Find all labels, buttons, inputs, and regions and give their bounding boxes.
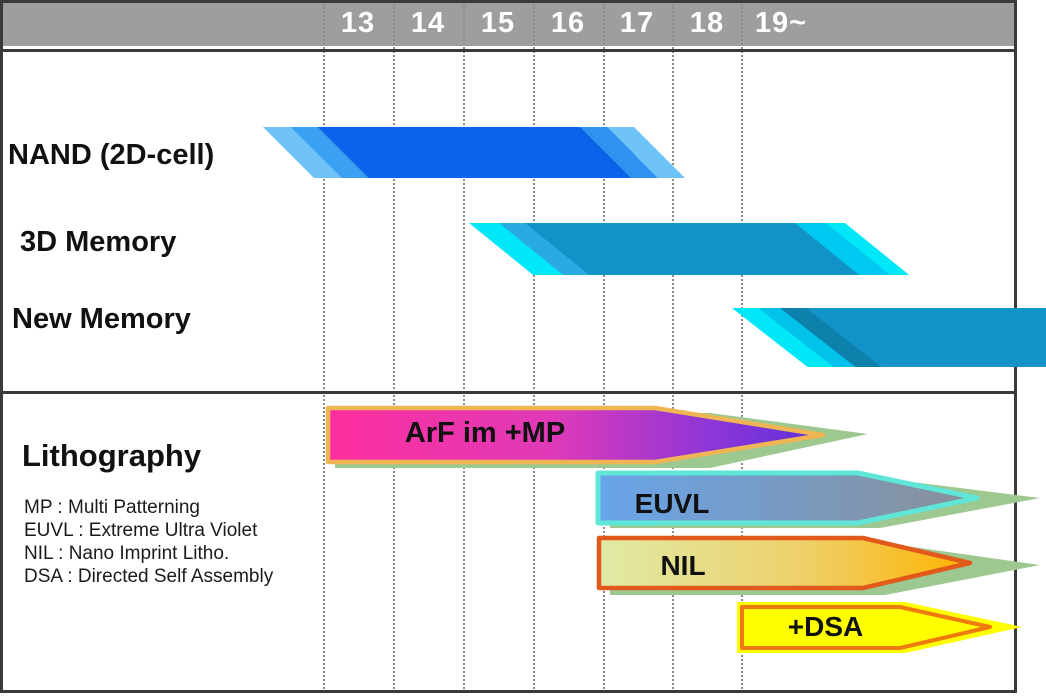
euvl-arrow-body bbox=[595, 470, 980, 526]
arf-arrow-body bbox=[325, 405, 826, 465]
nil-arrow-body bbox=[596, 535, 973, 591]
row-label-nand-2d: NAND (2D-cell) bbox=[8, 139, 215, 171]
year-gridline-17 bbox=[603, 4, 605, 689]
year-gridline-13 bbox=[323, 4, 325, 689]
year-label-15: 15 bbox=[480, 7, 516, 39]
euvl-arrow-label: EUVL bbox=[634, 488, 710, 519]
year-gridline-19 bbox=[741, 4, 743, 689]
year-label-14: 14 bbox=[410, 7, 446, 39]
nand-2d-bar bbox=[263, 127, 685, 178]
dsa-arrow-body bbox=[740, 605, 992, 650]
year-label-17: 17 bbox=[619, 7, 655, 39]
lithography-title: Lithography bbox=[22, 438, 202, 473]
euvl-arrow bbox=[595, 470, 1040, 528]
year-header-band bbox=[3, 3, 1014, 46]
abbreviation-legend: MP : Multi Patterning EUVL : Extreme Ult… bbox=[24, 496, 273, 588]
dsa-arrow bbox=[737, 602, 1022, 653]
year-label-19: 19~ bbox=[754, 7, 808, 39]
arf-arrow-label: ArF im +MP bbox=[404, 417, 566, 449]
arf-arrow bbox=[325, 405, 868, 468]
year-label-13: 13 bbox=[340, 7, 376, 39]
row-label-3d-memory: 3D Memory bbox=[20, 226, 177, 258]
year-label-18: 18 bbox=[689, 7, 725, 39]
legend-line-dsa: DSA : Directed Self Assembly bbox=[24, 566, 274, 587]
legend-line-nil: NIL : Nano Imprint Litho. bbox=[24, 543, 230, 564]
3d-memory-bar bbox=[469, 223, 910, 275]
legend-line-euvl: EUVL : Extreme Ultra Violet bbox=[24, 520, 258, 541]
year-gridline-16 bbox=[533, 4, 535, 689]
nil-arrow-label: NIL bbox=[660, 550, 706, 581]
legend-line-mp: MP : Multi Patterning bbox=[24, 497, 201, 518]
year-label-16: 16 bbox=[550, 7, 586, 39]
year-gridline-14 bbox=[393, 4, 395, 689]
year-gridline-15 bbox=[463, 4, 465, 689]
row-label-new-memory: New Memory bbox=[12, 303, 191, 335]
section-divider bbox=[3, 391, 1014, 394]
dsa-arrow-label: +DSA bbox=[787, 611, 864, 642]
header-underline bbox=[0, 49, 1017, 52]
nil-arrow bbox=[596, 535, 1040, 595]
year-gridline-18 bbox=[672, 4, 674, 689]
